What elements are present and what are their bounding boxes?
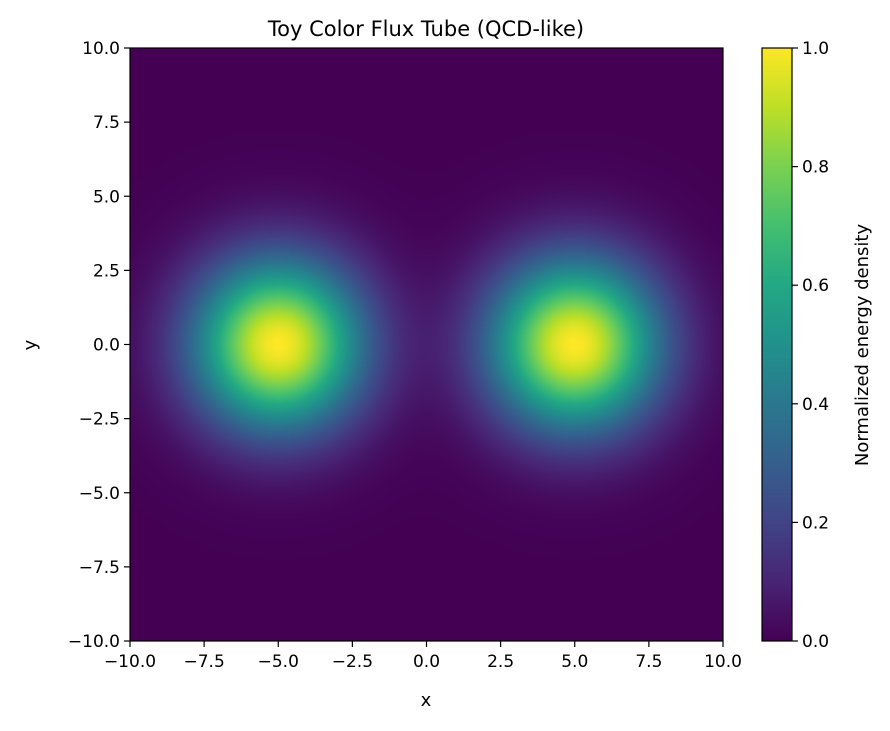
colorbar-tick-label: 0.4 <box>802 395 829 415</box>
y-tick-label: −7.5 <box>79 558 120 578</box>
y-tick-label: 2.5 <box>93 261 120 281</box>
x-axis-ticks: −10.0 −7.5 −5.0 −2.5 0.0 2.5 5.0 7.5 10.0 <box>104 641 742 672</box>
heatmap-area <box>130 48 723 641</box>
y-tick-label: 10.0 <box>82 39 120 59</box>
heatmap-canvas <box>130 48 723 641</box>
x-tick-label: 0.0 <box>413 652 440 672</box>
y-tick-label: 5.0 <box>93 187 120 207</box>
colorbar-tick-label: 0.8 <box>802 158 829 178</box>
x-tick-label: 10.0 <box>704 652 742 672</box>
y-tick-label: 0.0 <box>93 336 120 356</box>
y-tick-label: 7.5 <box>93 113 120 133</box>
colorbar-frame <box>761 47 793 642</box>
colorbar-canvas <box>762 48 792 641</box>
x-tick-label: −7.5 <box>183 652 224 672</box>
colorbar-ticks: 0.0 0.2 0.4 0.6 0.8 1.0 <box>792 39 829 652</box>
x-tick-label: 7.5 <box>635 652 662 672</box>
x-tick-label: 2.5 <box>487 652 514 672</box>
colorbar-label: Normalized energy density <box>852 224 873 467</box>
colorbar-tick-label: 0.6 <box>802 276 829 296</box>
y-tick-label: −10.0 <box>68 632 120 652</box>
colorbar-tick-label: 1.0 <box>802 39 829 59</box>
y-tick-label: −5.0 <box>79 484 120 504</box>
chart-title: Toy Color Flux Tube (QCD-like) <box>267 17 584 41</box>
y-axis-label: y <box>20 339 41 350</box>
x-axis-label: x <box>421 690 432 711</box>
colorbar-tick-label: 0.2 <box>802 513 829 533</box>
x-tick-label: 5.0 <box>561 652 588 672</box>
y-axis-ticks: −10.0 −7.5 −5.0 −2.5 0.0 2.5 5.0 7.5 10.0 <box>68 39 130 652</box>
x-tick-label: −2.5 <box>332 652 373 672</box>
colorbar-tick-label: 0.0 <box>802 632 829 652</box>
x-tick-label: −5.0 <box>258 652 299 672</box>
y-tick-label: −2.5 <box>79 410 120 430</box>
colorbar-area <box>762 48 792 641</box>
x-tick-label: −10.0 <box>104 652 156 672</box>
